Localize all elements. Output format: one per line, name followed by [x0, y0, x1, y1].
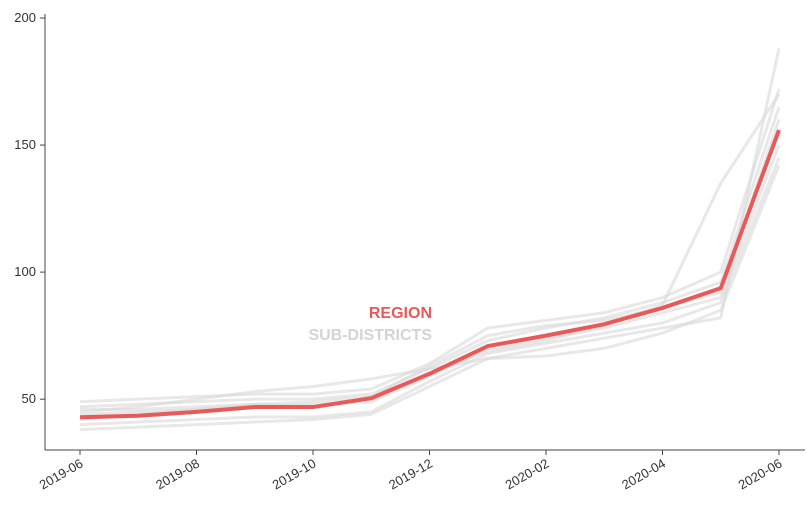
- y-tick-label: 150: [14, 137, 36, 152]
- subdistricts-label: SUB-DISTRICTS: [308, 327, 432, 344]
- x-tick-label: 2019-06: [37, 456, 86, 493]
- subdistrict-line: [79, 157, 781, 427]
- subdistrict-line: [79, 164, 781, 432]
- x-tick-label: 2019-12: [386, 456, 435, 493]
- x-tick-label: 2020-06: [736, 456, 785, 493]
- y-tick-label: 100: [14, 264, 36, 279]
- subdistrict-line: [79, 106, 781, 409]
- x-tick-label: 2019-10: [270, 456, 319, 493]
- x-tick-label: 2019-08: [153, 456, 202, 493]
- y-tick-label: 200: [14, 10, 36, 25]
- subdistrict-line: [79, 88, 781, 404]
- x-tick-label: 2020-02: [503, 456, 552, 493]
- subdistrict-line: [79, 48, 781, 414]
- x-tick-label: 2020-04: [619, 456, 668, 493]
- y-tick-label: 50: [22, 391, 36, 406]
- region-line: [79, 129, 781, 420]
- region-label: REGION: [369, 305, 432, 322]
